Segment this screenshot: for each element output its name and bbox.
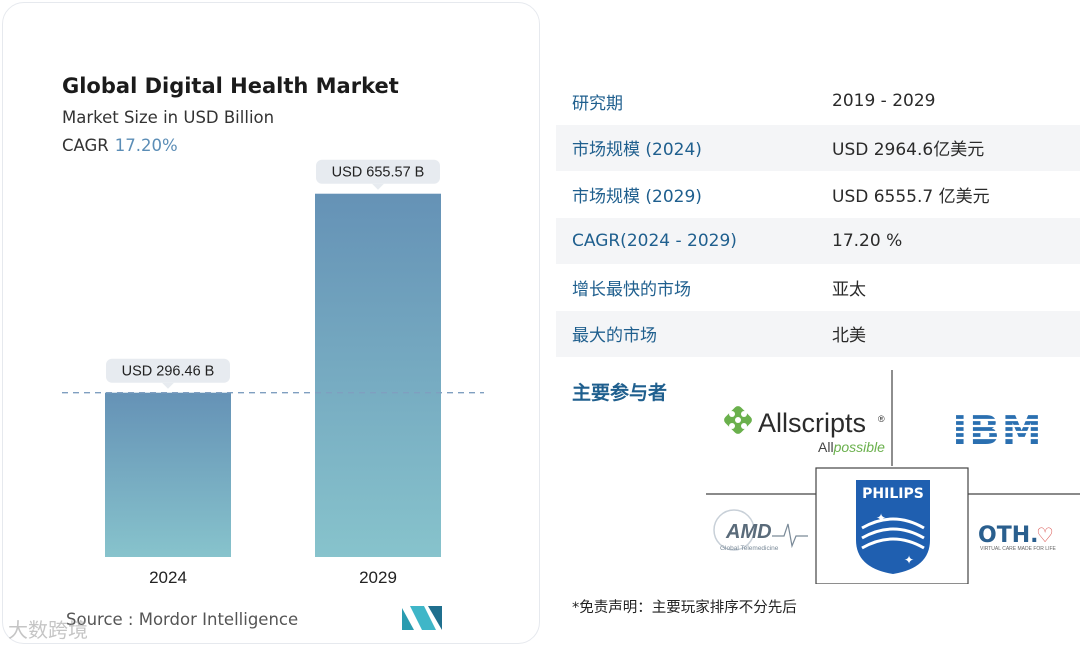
chart-title: Global Digital Health Market xyxy=(62,74,399,98)
svg-text:✦: ✦ xyxy=(876,511,886,525)
watermark: 大数跨境 xyxy=(8,618,88,642)
info-row: 市场规模 (2024) USD 2964.6亿美元 xyxy=(556,124,1080,171)
info-row: CAGR(2024 - 2029) 17.20 % xyxy=(556,217,1080,264)
amd-logo: AMD Global Telemedicine xyxy=(713,509,808,552)
ibm-stripes-icon xyxy=(950,412,1046,440)
data-label-2029: USD 655.57 B xyxy=(316,159,440,190)
info-value: 2019 - 2029 xyxy=(832,91,936,112)
source-text: Source : Mordor Intelligence xyxy=(66,610,299,629)
info-row: 增长最快的市场 亚太 xyxy=(556,264,1080,311)
philips-logo: PHILIPS ✦ ✦ xyxy=(856,480,930,574)
allscripts-logo: Allscripts ® Allpossible xyxy=(724,406,885,455)
amd-subtitle: Global Telemedicine xyxy=(720,545,779,552)
philips-frame xyxy=(815,467,969,584)
svg-text:✦: ✦ xyxy=(904,553,914,567)
allscripts-tm: ® xyxy=(878,414,885,424)
oth-heart-icon: ♡ xyxy=(1036,523,1054,547)
info-key: CAGR(2024 - 2029) xyxy=(572,230,737,251)
info-value: 亚太 xyxy=(832,279,866,300)
allscripts-tag-2: possible xyxy=(833,439,886,455)
cagr-line: CAGR 17.20% xyxy=(62,136,178,155)
mordor-logo-icon xyxy=(402,606,442,630)
info-key: 市场规模 (2029) xyxy=(572,186,702,207)
info-key: 增长最快的市场 xyxy=(572,279,691,300)
philips-shield-icon xyxy=(856,480,930,574)
chart-card xyxy=(2,2,540,644)
svg-text:USD 655.57 B: USD 655.57 B xyxy=(332,165,425,181)
svg-text:USD 296.46 B: USD 296.46 B xyxy=(122,364,215,380)
info-row: 市场规模 (2029) USD 6555.7 亿美元 xyxy=(556,171,1080,218)
info-value: USD 6555.7 亿美元 xyxy=(832,186,990,207)
players-logos: Allscripts ® Allpossible IBM PHILIPS ✦ ✦… xyxy=(706,370,1080,584)
data-label-2024: USD 296.46 B xyxy=(106,358,230,389)
x-tick-2029: 2029 xyxy=(359,568,397,587)
allscripts-tag-1: All xyxy=(818,439,834,455)
bar-2029 xyxy=(315,193,441,557)
pulse-icon xyxy=(772,523,808,549)
cagr-value: 17.20% xyxy=(114,136,178,155)
bar-2024 xyxy=(105,392,231,557)
info-key: 市场规模 (2024) xyxy=(572,140,702,161)
info-key: 研究期 xyxy=(572,93,623,114)
allscripts-name: Allscripts xyxy=(758,408,866,438)
disclaimer: *免责声明：主要玩家排序不分先后 xyxy=(572,600,797,616)
allscripts-tagline: Allpossible xyxy=(818,439,885,455)
oth-name: OTH. xyxy=(978,523,1038,548)
oth-logo: OTH. ♡ VIRTUAL CARE MADE FOR LIFE xyxy=(978,523,1057,552)
bar-chart: USD 296.46 B 2024 USD 655.57 B 2029 xyxy=(62,159,484,587)
info-row: 研究期 2019 - 2029 xyxy=(556,78,1080,125)
info-value: 北美 xyxy=(832,326,866,347)
info-key: 最大的市场 xyxy=(572,326,657,347)
allscripts-mark-icon xyxy=(724,406,752,434)
players-title: 主要参与者 xyxy=(572,382,668,404)
x-tick-2024: 2024 xyxy=(149,568,187,587)
info-value: 17.20 % xyxy=(832,230,903,251)
amd-name: AMD xyxy=(725,521,772,543)
cagr-label: CAGR xyxy=(62,136,109,155)
philips-name: PHILIPS xyxy=(862,486,924,502)
info-value: USD 2964.6亿美元 xyxy=(832,140,985,161)
info-table: 研究期 2019 - 2029 市场规模 (2024) USD 2964.6亿美元 … xyxy=(556,78,1080,357)
chart-subtitle: Market Size in USD Billion xyxy=(62,108,275,127)
oth-subtitle: VIRTUAL CARE MADE FOR LIFE xyxy=(980,546,1057,552)
info-row: 最大的市场 北美 xyxy=(556,310,1080,357)
